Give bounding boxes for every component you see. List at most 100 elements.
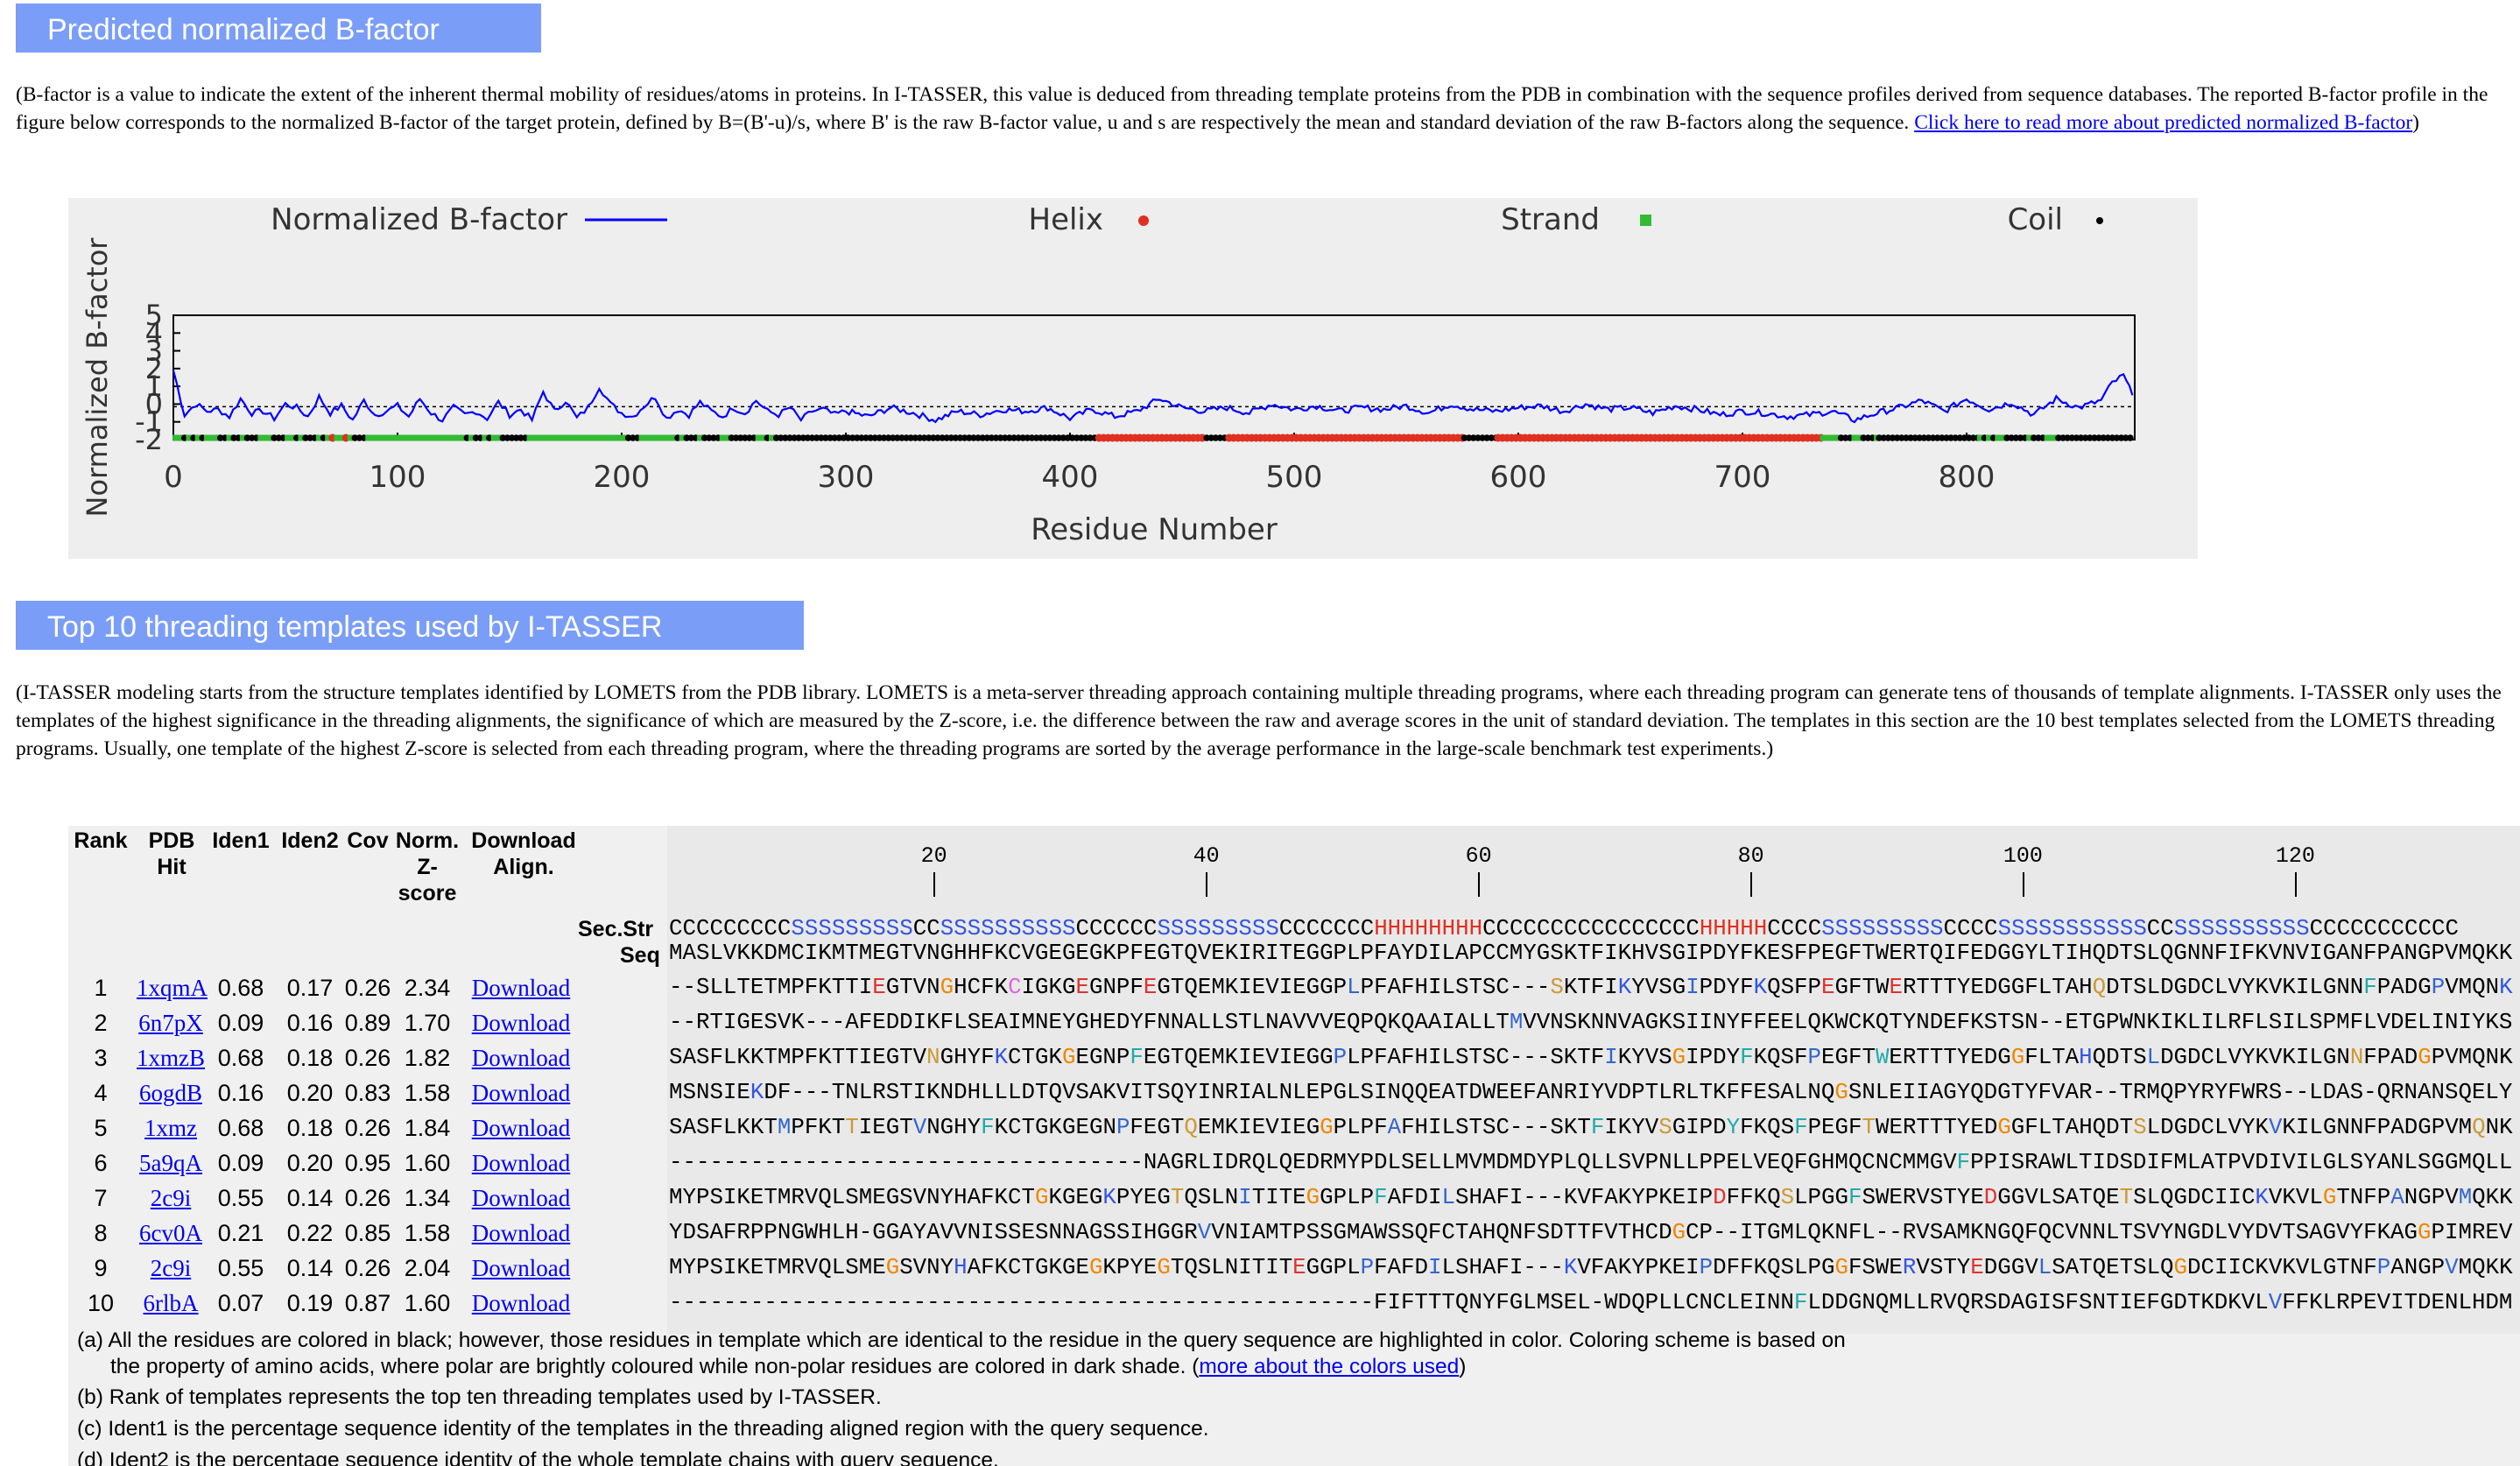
iden2-cell: 0.17 <box>286 975 334 1001</box>
cov-cell: 0.26 <box>344 1185 391 1211</box>
strand-marker <box>441 434 448 441</box>
iden1-cell: 0.21 <box>217 1220 264 1246</box>
strand-marker <box>446 434 453 441</box>
download-link[interactable]: Download <box>471 1220 571 1246</box>
note-d: (d) Ident2 is the percentage sequence id… <box>77 1448 999 1466</box>
note-b: (b) Rank of templates represents the top… <box>77 1385 882 1409</box>
x-tick-label: 700 <box>1714 460 1771 495</box>
zscore-cell: 1.58 <box>404 1220 451 1246</box>
bfactor-chart-panel: 0 100 200 300 400 500 600 700 800 -2 -1 0 1 2 3 4 5 Resid… <box>68 198 2198 559</box>
strand-marker <box>334 434 341 441</box>
cov-cell: 0.89 <box>344 1010 391 1036</box>
strand-marker <box>723 434 730 441</box>
strand-marker <box>203 434 210 441</box>
note-a-end: ) <box>1459 1355 1467 1378</box>
iden2-cell: 0.16 <box>286 1010 334 1036</box>
strand-marker <box>1976 434 1983 441</box>
strand-marker <box>638 434 645 441</box>
legend-marker-dot <box>2096 217 2103 224</box>
strand-marker <box>427 434 434 441</box>
zscore-cell: 2.04 <box>404 1255 451 1281</box>
download-link[interactable]: Download <box>471 1150 571 1176</box>
strand-marker <box>289 434 296 441</box>
ruler-tick <box>2023 872 2025 897</box>
pdb-link[interactable]: 1xmzB <box>137 1045 205 1071</box>
bfactor-text-end: ) <box>2412 111 2419 134</box>
ruler-label: 120 <box>2275 843 2315 869</box>
download-link[interactable]: Download <box>471 1255 571 1281</box>
col-header-iden1: Iden1 <box>212 828 270 853</box>
y-tick-label: 3 <box>145 335 163 368</box>
download-link[interactable]: Download <box>471 1010 571 1036</box>
strand-marker <box>226 434 233 441</box>
iden2-cell: 0.14 <box>286 1185 334 1211</box>
download-link[interactable]: Download <box>471 975 571 1001</box>
download-link[interactable]: Download <box>471 1185 571 1211</box>
iden1-cell: 0.07 <box>217 1290 264 1316</box>
legend-label: Coil <box>2008 202 2063 237</box>
strand-marker <box>647 434 654 441</box>
strand-marker <box>607 434 614 441</box>
strand-marker <box>410 434 417 441</box>
strand-marker <box>657 434 664 441</box>
iden2-cell: 0.20 <box>286 1080 334 1106</box>
strand-marker <box>1820 434 1827 441</box>
iden2-cell: 0.14 <box>286 1255 334 1281</box>
strand-marker <box>257 434 264 441</box>
bfactor-series-line <box>172 370 2134 424</box>
strand-marker <box>661 434 668 441</box>
rank-cell: 2 <box>94 1010 108 1036</box>
pdb-link[interactable]: 1xqmA <box>137 975 208 1001</box>
y-tick-label: 2 <box>145 352 163 385</box>
strand-marker <box>651 434 658 441</box>
y-tick-label: 0 <box>145 387 163 420</box>
strand-marker <box>539 434 546 441</box>
col-header-pdb: PDB Hit <box>148 828 195 879</box>
strand-marker <box>423 434 430 441</box>
y-tick-label: 4 <box>145 316 163 349</box>
pdb-link[interactable]: 1xmz <box>144 1115 197 1141</box>
ruler-tick <box>1750 872 1753 897</box>
colors-link[interactable]: more about the colors used <box>1199 1355 1460 1378</box>
seq-label: Seq <box>620 943 660 968</box>
strand-marker <box>679 434 686 441</box>
bfactor-readmore-link[interactable]: Click here to read more about predicted … <box>1914 111 2413 134</box>
bfactor-description: (B-factor is a value to indicate the ext… <box>16 81 2502 137</box>
iden1-cell: 0.09 <box>217 1150 264 1176</box>
download-link[interactable]: Download <box>471 1290 571 1316</box>
iden1-cell: 0.55 <box>217 1185 264 1211</box>
col-header-iden2: Iden2 <box>281 828 339 853</box>
pdb-link[interactable]: 2c9i <box>150 1185 192 1211</box>
ruler-label: 100 <box>2003 843 2043 869</box>
strand-marker <box>397 434 404 441</box>
strand-marker <box>575 434 582 441</box>
strand-marker <box>621 434 628 441</box>
download-link[interactable]: Download <box>471 1045 571 1071</box>
y-tick-label: -2 <box>135 423 163 456</box>
strand-marker <box>405 434 412 441</box>
y-axis-label: Normalized B-factor <box>81 237 114 518</box>
iden1-cell: 0.55 <box>217 1255 264 1281</box>
rank-cell: 6 <box>94 1150 108 1176</box>
x-tick-label: 800 <box>1939 460 1996 495</box>
pdb-link[interactable]: 6n7pX <box>138 1010 203 1036</box>
download-link[interactable]: Download <box>471 1115 571 1141</box>
pdb-link[interactable]: 6cv0A <box>139 1220 202 1246</box>
bfactor-chart: 0 100 200 300 400 500 600 700 800-2-1012345Resid… <box>81 202 2136 547</box>
cov-cell: 0.95 <box>344 1150 391 1176</box>
ruler-label: 20 <box>920 843 947 869</box>
pdb-link[interactable]: 5a9qA <box>139 1150 202 1176</box>
strand-marker <box>571 434 578 441</box>
download-link[interactable]: Download <box>471 1080 571 1106</box>
pdb-link[interactable]: 6rlbA <box>143 1290 199 1316</box>
strand-marker <box>262 434 269 441</box>
rank-cell: 9 <box>94 1255 108 1281</box>
pdb-link[interactable]: 6ogdB <box>138 1080 202 1106</box>
pdb-link[interactable]: 2c9i <box>150 1255 192 1281</box>
note-a-text2: the property of amino acids, where polar… <box>110 1355 1200 1378</box>
template-alignment: ----------------------------------------… <box>669 1290 2513 1315</box>
x-tick-label: 300 <box>818 460 875 495</box>
template-alignment: --RTIGESVK---AFEDDIKFLSEAIMNEYGHEDYFNNAL… <box>669 1010 2513 1035</box>
ruler-label: 80 <box>1737 843 1764 869</box>
strand-marker <box>1834 434 1841 441</box>
